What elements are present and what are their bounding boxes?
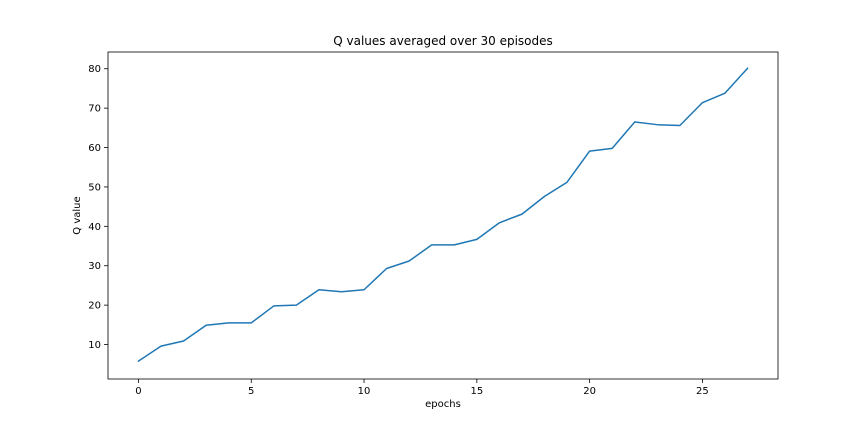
x-tick-label: 0 [135,386,141,397]
y-tick-label: 60 [88,143,101,154]
y-axis-title: Q value [72,196,83,234]
x-tick-label: 15 [470,386,483,397]
x-tick-label: 20 [583,386,596,397]
y-tick-label: 70 [88,104,101,115]
y-tick-label: 50 [88,182,101,193]
x-tick-label: 5 [248,386,254,397]
y-tick-label: 40 [88,222,101,233]
chart-title: Q values averaged over 30 episodes [333,34,553,48]
x-tick-label: 10 [358,386,371,397]
series-line-1 [137,67,749,363]
axes-frame [107,51,779,380]
y-tick-label: 80 [88,64,101,75]
y-tick-label: 30 [88,261,101,272]
y-tick-label: 10 [88,340,101,351]
plot-area: 0 5 10 15 20 25 10 20 30 40 50 60 70 80 [88,51,779,397]
x-axis-title: epochs [425,399,461,410]
y-tick-label: 20 [88,301,101,312]
x-tick-label: 25 [696,386,709,397]
